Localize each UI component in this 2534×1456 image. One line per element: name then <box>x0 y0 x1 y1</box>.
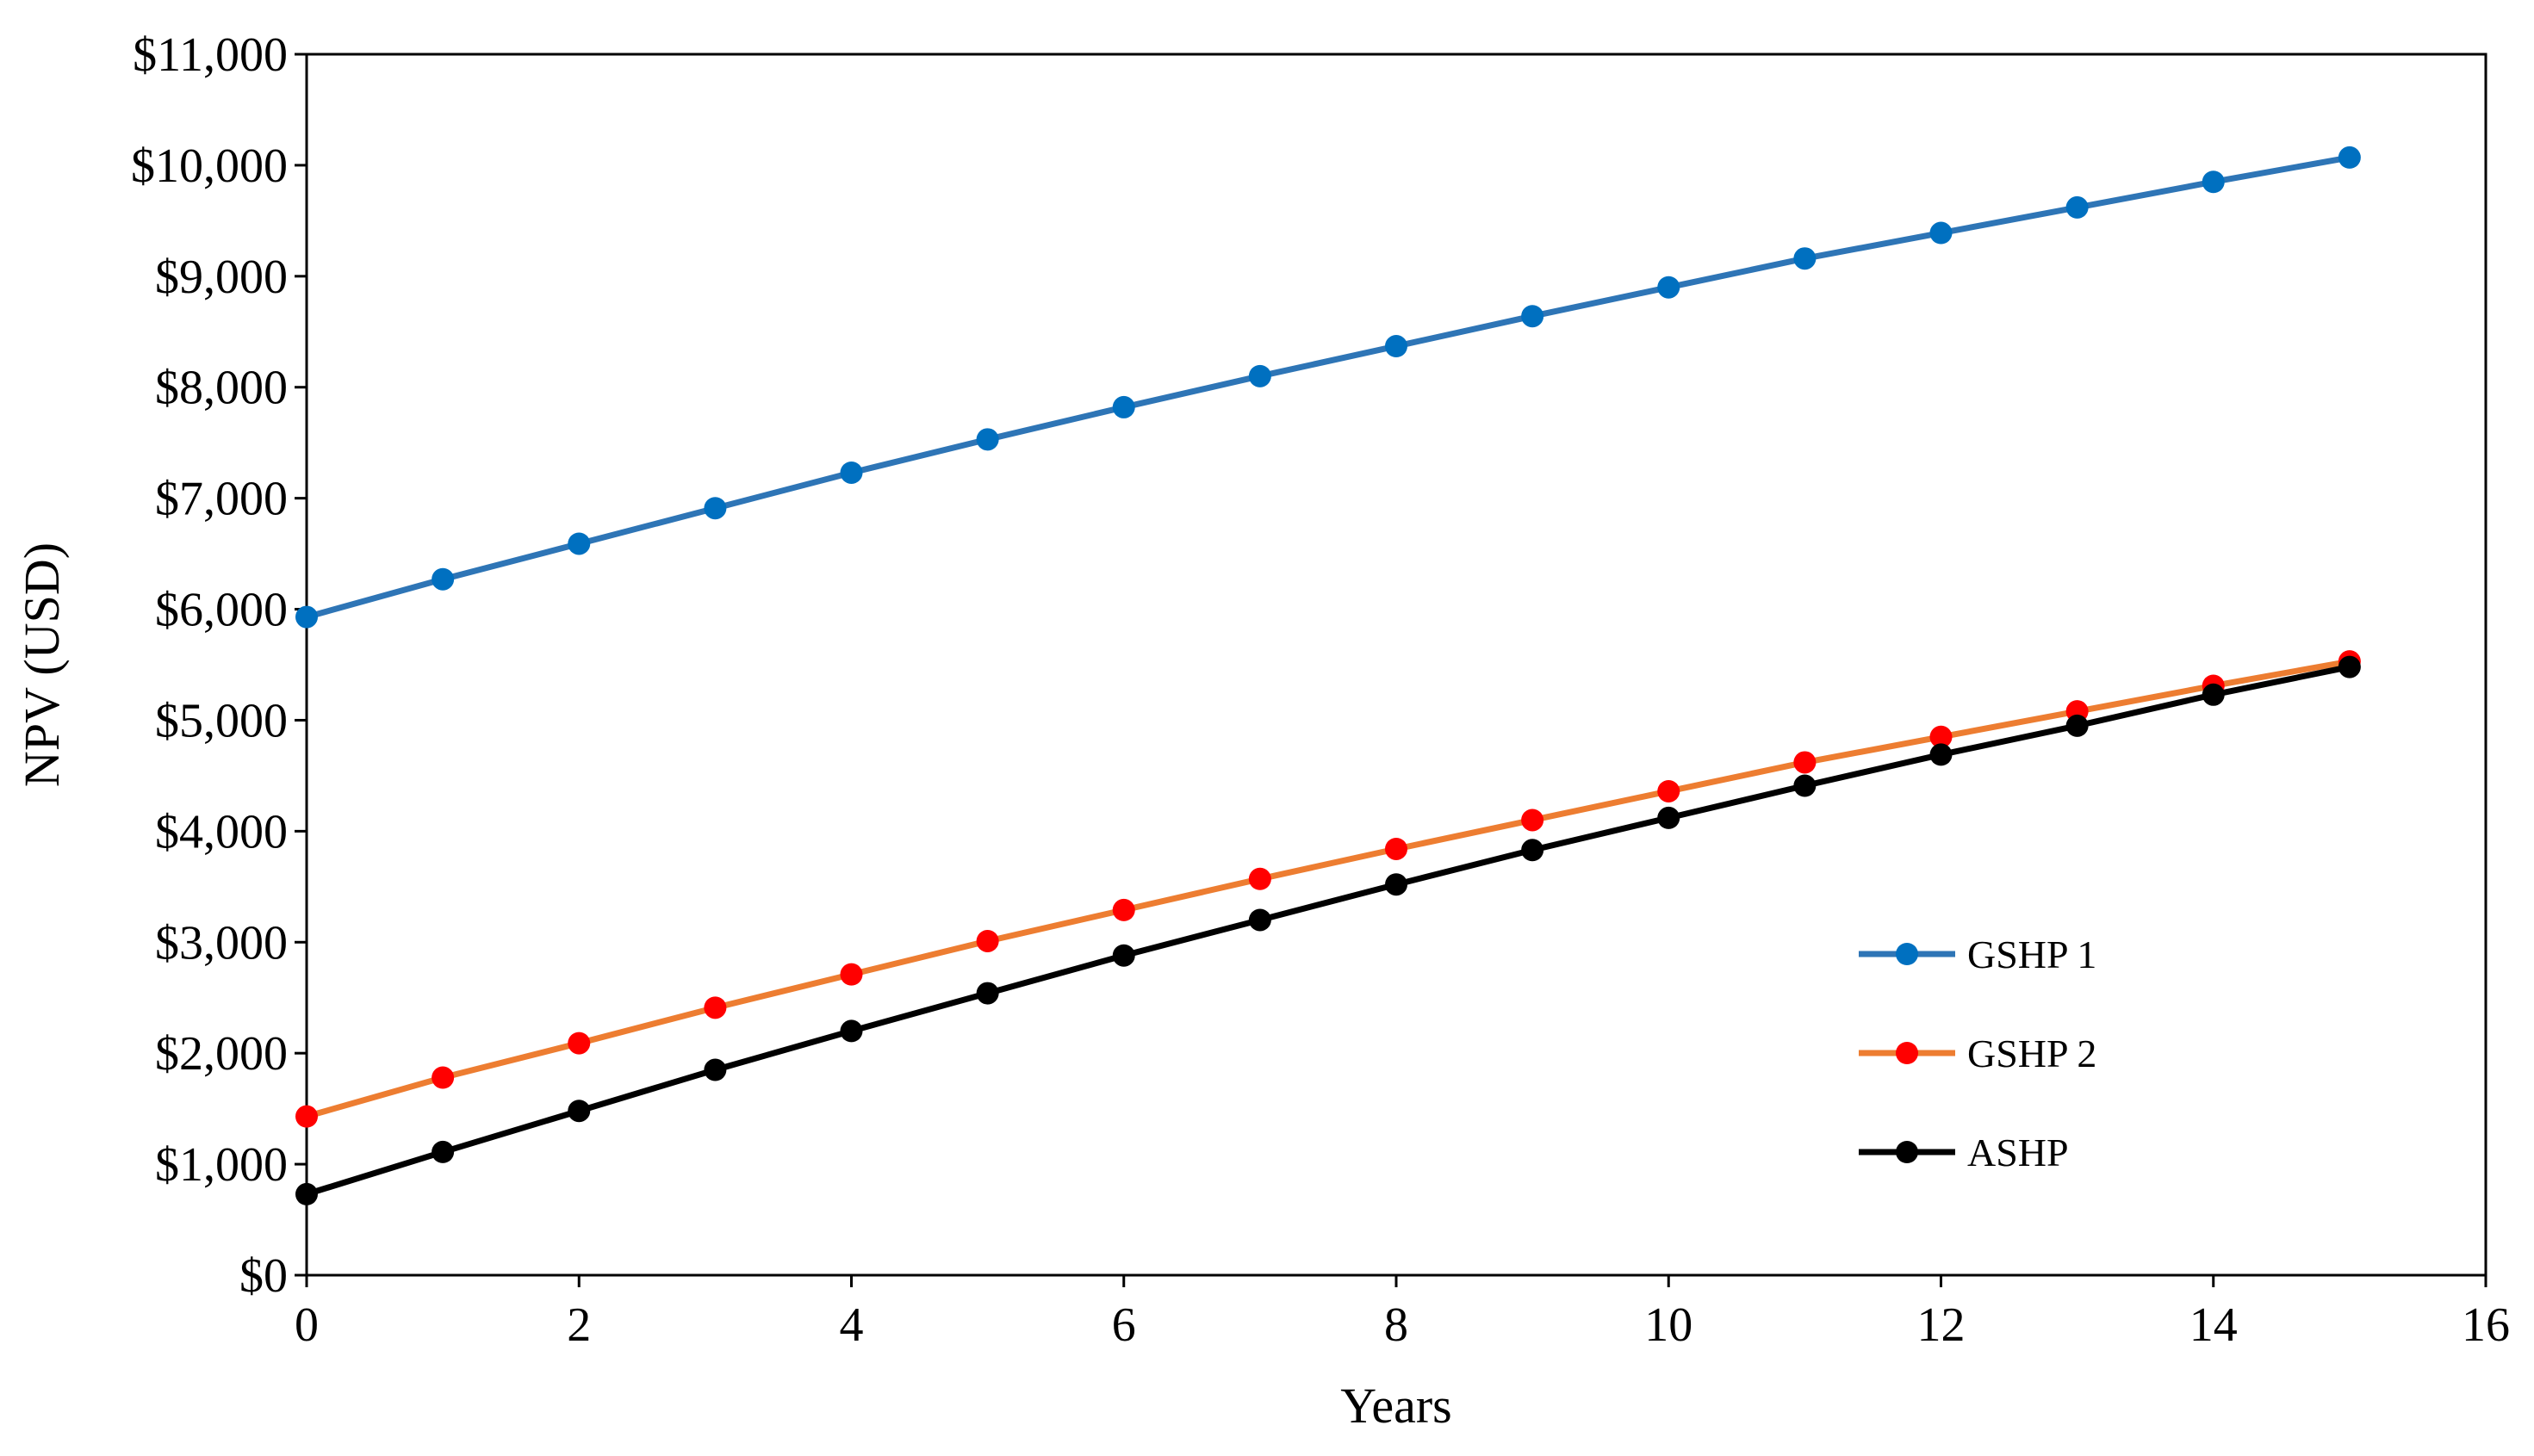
data-point-gshp-1 <box>1112 395 1135 418</box>
data-point-gshp-1 <box>2338 146 2361 169</box>
x-axis: 0 2 4 6 8 10 12 14 16 <box>295 1275 2510 1352</box>
y-tick-label: $3,000 <box>155 916 288 970</box>
legend-item-ashp: ASHP <box>1859 1131 2069 1174</box>
x-tick-label: 4 <box>840 1298 864 1352</box>
legend-swatch-marker <box>1896 1141 1918 1163</box>
x-tick-label: 0 <box>295 1298 319 1352</box>
x-axis-title: Years <box>1340 1378 1451 1434</box>
data-point-ashp <box>2202 683 2225 706</box>
series-ashp <box>295 655 2361 1205</box>
legend-item-gshp-1: GSHP 1 <box>1859 932 2096 976</box>
y-tick-label: $4,000 <box>155 805 288 858</box>
data-point-gshp-1 <box>2065 195 2089 219</box>
y-tick-label: $10,000 <box>131 139 288 193</box>
legend-swatch-marker <box>1896 943 1918 965</box>
data-point-gshp-2 <box>432 1066 455 1089</box>
data-point-gshp-1 <box>1657 276 1680 299</box>
y-tick-label: $0 <box>239 1249 288 1303</box>
data-point-ashp <box>1112 944 1135 967</box>
data-point-ashp <box>1657 806 1680 829</box>
legend: GSHP 1 GSHP 2 ASHP <box>1859 932 2096 1174</box>
y-tick-label: $1,000 <box>155 1138 288 1192</box>
data-point-ashp <box>2338 655 2361 678</box>
data-point-gshp-1 <box>704 497 727 520</box>
legend-item-gshp-2: GSHP 2 <box>1859 1032 2096 1075</box>
x-tick-label: 2 <box>567 1298 591 1352</box>
series-gshp-1 <box>295 146 2361 629</box>
x-tick-label: 12 <box>1917 1298 1966 1352</box>
data-point-ashp <box>1929 743 1953 766</box>
data-point-gshp-1 <box>840 461 863 484</box>
data-point-gshp-1 <box>1385 335 1407 358</box>
series-line-ashp <box>305 664 2351 1198</box>
y-tick-label: $7,000 <box>155 473 288 526</box>
y-tick-label: $9,000 <box>155 251 288 304</box>
x-tick-label: 14 <box>2189 1298 2238 1352</box>
x-tick-label: 10 <box>1644 1298 1692 1352</box>
y-tick-label: $5,000 <box>155 694 288 747</box>
y-tick-label: $8,000 <box>155 362 288 415</box>
y-axis: $0 $1,000 $2,000 $3,000 $4,000 $5,000 $6,000 $7… <box>131 28 307 1303</box>
data-point-ashp <box>295 1182 318 1205</box>
data-point-gshp-1 <box>1793 247 1817 270</box>
data-point-gshp-2 <box>1521 809 1544 832</box>
data-point-ashp <box>432 1140 455 1163</box>
data-point-ashp <box>2065 714 2089 737</box>
data-point-ashp <box>1248 908 1271 932</box>
data-point-gshp-2 <box>1793 751 1817 774</box>
data-point-gshp-2 <box>1657 779 1680 802</box>
data-point-gshp-1 <box>1929 221 1953 245</box>
data-point-gshp-2 <box>568 1032 591 1055</box>
data-point-gshp-1 <box>1248 364 1271 387</box>
data-point-gshp-2 <box>1248 867 1271 890</box>
y-tick-label: $2,000 <box>155 1027 288 1081</box>
y-axis-title: NPV (USD) <box>14 542 70 787</box>
legend-swatch-marker <box>1896 1042 1918 1064</box>
data-point-ashp <box>1385 873 1407 896</box>
legend-label: ASHP <box>1967 1131 2069 1174</box>
data-point-gshp-2 <box>295 1105 318 1128</box>
data-point-gshp-1 <box>1521 305 1544 328</box>
data-point-gshp-1 <box>568 532 591 555</box>
data-point-gshp-2 <box>1385 837 1407 860</box>
data-point-gshp-2 <box>1112 898 1135 921</box>
data-point-ashp <box>976 982 999 1005</box>
data-point-ashp <box>1793 774 1817 797</box>
y-tick-label: $6,000 <box>155 584 288 637</box>
data-point-gshp-1 <box>2202 170 2225 194</box>
data-point-gshp-1 <box>976 428 999 451</box>
data-point-ashp <box>704 1058 727 1081</box>
series-line-gshp-1 <box>306 154 2351 620</box>
x-tick-label: 16 <box>2462 1298 2510 1352</box>
x-tick-label: 6 <box>1112 1298 1136 1352</box>
series-line-gshp-2 <box>306 658 2351 1120</box>
series-layer <box>295 146 2361 1205</box>
data-point-gshp-2 <box>1929 725 1953 748</box>
data-point-gshp-2 <box>976 929 999 952</box>
data-point-gshp-1 <box>432 567 455 591</box>
data-point-gshp-2 <box>704 996 727 1019</box>
x-tick-label: 8 <box>1384 1298 1408 1352</box>
legend-label: GSHP 1 <box>1967 932 2096 976</box>
data-point-ashp <box>1521 839 1544 862</box>
legend-label: GSHP 2 <box>1967 1032 2096 1075</box>
data-point-gshp-2 <box>840 963 863 986</box>
y-tick-label: $11,000 <box>133 28 288 82</box>
data-point-gshp-1 <box>295 605 318 629</box>
data-point-ashp <box>840 1019 863 1043</box>
data-point-ashp <box>568 1100 591 1123</box>
